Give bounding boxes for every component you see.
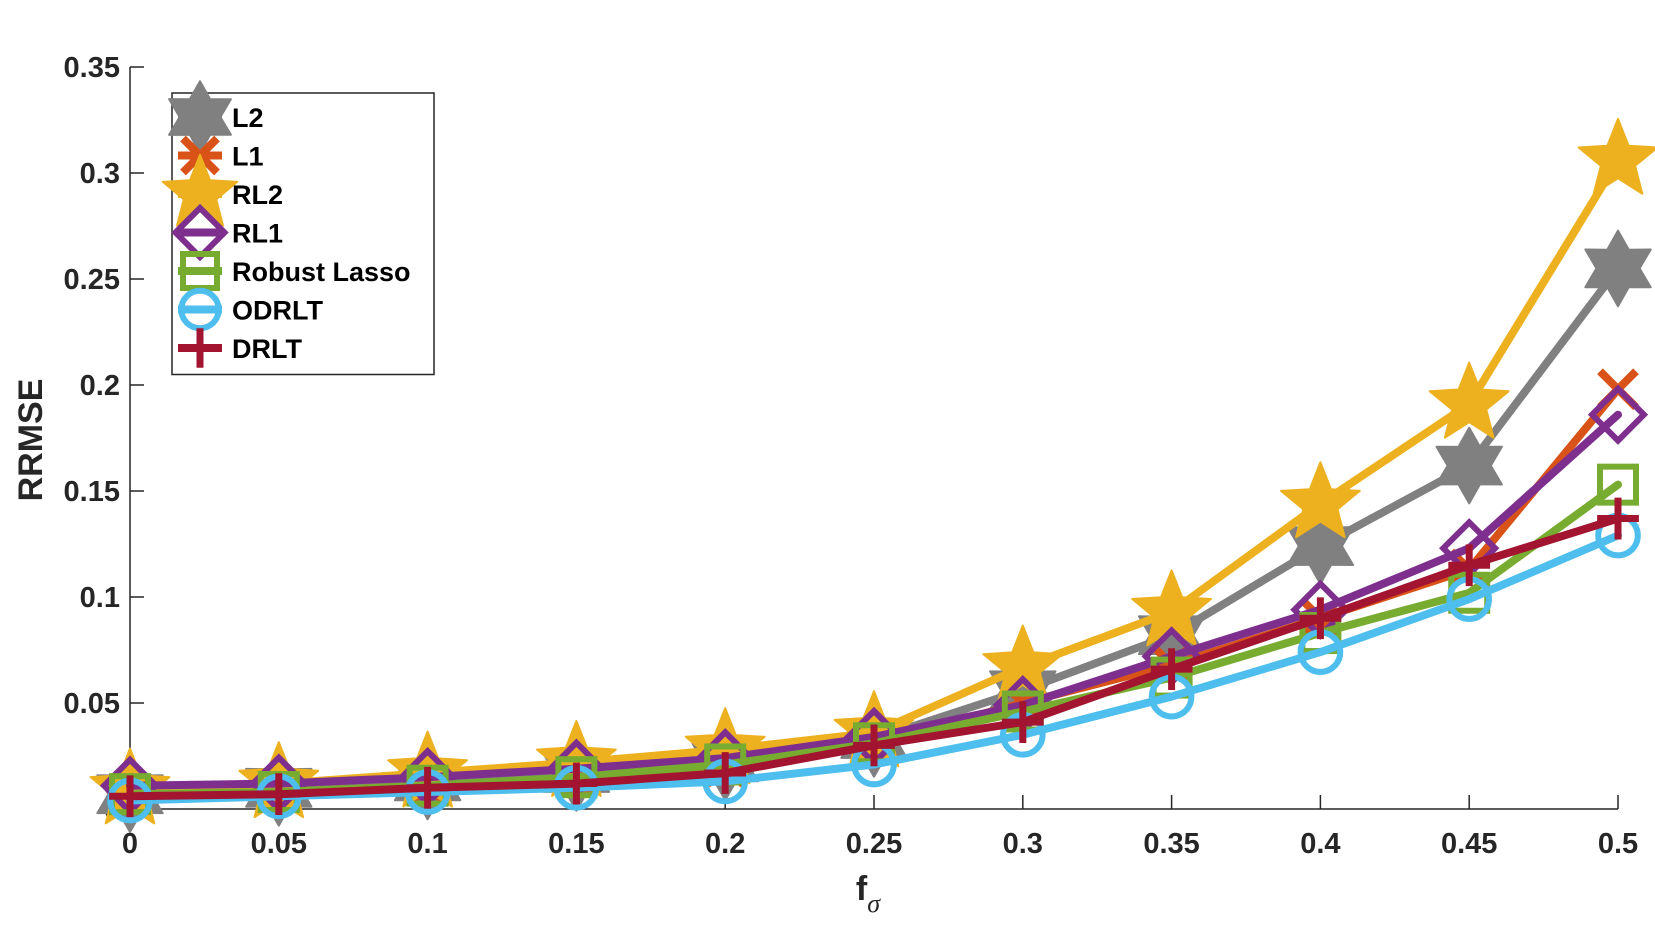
x-tick-label: 0.1: [407, 828, 447, 860]
y-axis-label: RRMSE: [12, 379, 50, 502]
x-tick-label: 0.45: [1441, 828, 1497, 860]
data-point-l2: [1435, 426, 1503, 505]
x-tick-label: 0.4: [1300, 828, 1340, 860]
data-point-drlt: [257, 773, 300, 816]
legend-label-drlt: DRLT: [232, 334, 302, 364]
data-point-rl2: [1280, 461, 1361, 539]
legend-layer: L2 L1 RL2 RL1 Robust Lasso ODRLT DRLT: [161, 80, 435, 376]
data-point-rl2: [1577, 117, 1655, 195]
data-point-drlt: [704, 752, 747, 794]
legend-item-rl2: RL2: [161, 153, 283, 227]
data-point-drlt: [406, 766, 449, 809]
x-tick-label: 0: [122, 828, 138, 860]
legend-item-rl1: RL1: [171, 203, 283, 262]
legend-marker-drlt: [180, 328, 220, 368]
y-tick-label: 0.2: [80, 370, 120, 402]
y-tick-label: 0.3: [80, 158, 120, 190]
series-layer: [89, 117, 1655, 833]
data-point-rl1: [1587, 384, 1649, 445]
x-tick-label: 0.2: [705, 828, 745, 860]
legend-label-rl1: RL1: [232, 219, 283, 249]
data-point-rl2: [1428, 361, 1510, 439]
legend-label-odrlt: ODRLT: [232, 296, 323, 326]
legend-item-drlt: DRLT: [178, 328, 302, 368]
data-point-drlt: [1299, 597, 1342, 640]
y-tick-label: 0.15: [64, 476, 120, 508]
series-drlt: [109, 497, 1639, 818]
data-point-rl2: [982, 624, 1064, 702]
axes-layer: 00.050.10.150.20.250.30.350.40.450.500.0…: [64, 52, 1639, 860]
data-point-drlt: [1448, 544, 1491, 587]
x-tick-label: 0.25: [846, 828, 902, 860]
data-point-drlt: [1597, 497, 1639, 540]
x-tick-label: 0.15: [548, 828, 604, 860]
legend-label-rl2: RL2: [232, 180, 283, 210]
data-point-drlt: [1150, 648, 1193, 690]
x-axis-label-subscript: σ: [867, 889, 881, 918]
data-point-drlt: [555, 762, 598, 805]
y-tick-label: 0.25: [64, 264, 120, 296]
y-tick-label: 0.35: [64, 52, 120, 84]
data-point-l2: [1584, 229, 1652, 308]
legend-marker-odrlt: [178, 287, 222, 332]
data-point-drlt: [853, 724, 895, 767]
x-tick-label: 0.35: [1143, 828, 1199, 860]
data-point-drlt: [109, 775, 151, 818]
x-tick-label: 0.5: [1598, 828, 1638, 860]
y-tick-label: 0.05: [64, 688, 120, 720]
legend-label-l2: L2: [232, 103, 264, 133]
legend-label-robust-lasso: Robust Lasso: [232, 257, 411, 287]
data-point-drlt: [1001, 701, 1044, 743]
y-tick-label: 0.1: [80, 582, 120, 614]
x-tick-label: 0.3: [1003, 828, 1043, 860]
x-tick-label: 0.05: [251, 828, 307, 860]
x-axis-label-main: f: [856, 870, 868, 908]
legend-label-l1: L1: [232, 142, 264, 172]
x-axis-label: fσ: [856, 870, 881, 918]
legend-item-odrlt: ODRLT: [178, 287, 323, 332]
